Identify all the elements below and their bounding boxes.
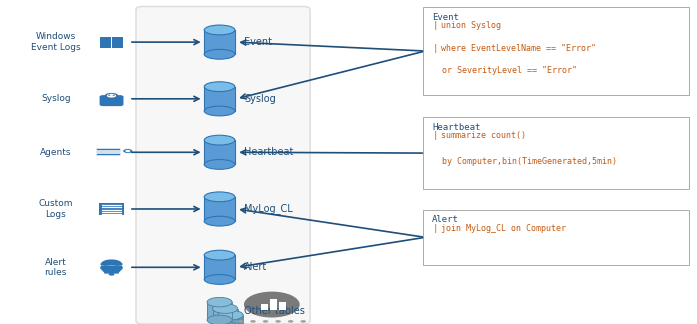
Text: Syslog: Syslog [244, 94, 276, 104]
FancyBboxPatch shape [112, 103, 118, 106]
Circle shape [109, 273, 114, 276]
Ellipse shape [204, 159, 235, 169]
Text: Heartbeat: Heartbeat [432, 123, 480, 132]
Text: Custom
Logs: Custom Logs [38, 199, 73, 219]
Text: by Computer,bin(TimeGenerated,5min): by Computer,bin(TimeGenerated,5min) [432, 157, 617, 166]
Ellipse shape [218, 310, 243, 320]
Text: |: | [432, 224, 438, 233]
Text: summarize count(): summarize count() [441, 131, 526, 140]
FancyBboxPatch shape [136, 6, 310, 324]
Circle shape [288, 320, 293, 323]
Circle shape [263, 320, 268, 323]
Text: |: | [432, 131, 438, 140]
Circle shape [244, 292, 300, 318]
Text: Alert: Alert [432, 215, 459, 224]
Circle shape [108, 95, 111, 96]
Text: |: | [432, 21, 438, 30]
FancyBboxPatch shape [270, 299, 277, 310]
FancyBboxPatch shape [204, 197, 235, 221]
Ellipse shape [204, 192, 235, 202]
Text: Event: Event [432, 13, 459, 22]
Ellipse shape [204, 216, 235, 226]
Circle shape [275, 320, 281, 323]
Text: or SeverityLevel == "Error": or SeverityLevel == "Error" [432, 66, 577, 75]
Circle shape [125, 150, 130, 152]
Ellipse shape [204, 274, 235, 284]
Ellipse shape [204, 135, 235, 145]
FancyBboxPatch shape [207, 302, 232, 320]
Ellipse shape [107, 94, 116, 98]
Text: Windows
Event Logs: Windows Event Logs [31, 32, 81, 52]
FancyBboxPatch shape [204, 255, 235, 279]
Ellipse shape [204, 106, 235, 116]
FancyBboxPatch shape [261, 304, 268, 310]
FancyBboxPatch shape [213, 308, 238, 324]
FancyBboxPatch shape [100, 95, 123, 106]
FancyBboxPatch shape [204, 87, 235, 111]
Text: where EventLevelName == "Error": where EventLevelName == "Error" [441, 44, 595, 53]
FancyBboxPatch shape [100, 42, 111, 48]
Circle shape [300, 320, 306, 323]
Ellipse shape [204, 82, 235, 92]
Ellipse shape [213, 304, 238, 313]
FancyBboxPatch shape [423, 117, 689, 189]
FancyBboxPatch shape [96, 151, 120, 153]
Text: join MyLog_CL on Computer: join MyLog_CL on Computer [441, 224, 565, 233]
FancyBboxPatch shape [112, 42, 123, 48]
FancyBboxPatch shape [423, 7, 689, 95]
Ellipse shape [207, 297, 232, 307]
Circle shape [112, 95, 115, 96]
Ellipse shape [204, 250, 235, 260]
FancyBboxPatch shape [204, 140, 235, 164]
FancyBboxPatch shape [423, 210, 689, 265]
FancyBboxPatch shape [99, 203, 124, 215]
FancyBboxPatch shape [96, 148, 120, 150]
Text: Event: Event [244, 37, 272, 47]
Ellipse shape [105, 93, 118, 98]
FancyBboxPatch shape [96, 153, 120, 155]
Circle shape [250, 320, 256, 323]
FancyBboxPatch shape [218, 315, 243, 324]
Text: Heartbeat: Heartbeat [244, 147, 293, 157]
FancyBboxPatch shape [105, 103, 112, 106]
Ellipse shape [204, 49, 235, 59]
Text: union Syslog: union Syslog [441, 21, 500, 30]
Text: Agents: Agents [40, 148, 72, 157]
FancyBboxPatch shape [279, 302, 286, 310]
Text: Alert
rules: Alert rules [45, 258, 67, 277]
Text: Syslog: Syslog [41, 94, 70, 103]
Ellipse shape [207, 315, 232, 324]
FancyBboxPatch shape [100, 37, 111, 42]
Polygon shape [100, 265, 123, 273]
Circle shape [122, 148, 125, 149]
Ellipse shape [204, 25, 235, 35]
Circle shape [122, 154, 125, 155]
Text: Alert: Alert [244, 262, 267, 272]
Text: Other tables: Other tables [244, 306, 305, 316]
Text: MyLog_CL: MyLog_CL [244, 203, 293, 214]
Circle shape [123, 149, 133, 153]
Circle shape [122, 151, 125, 152]
FancyBboxPatch shape [112, 37, 123, 42]
Circle shape [238, 320, 243, 323]
Ellipse shape [213, 322, 238, 324]
Text: |: | [432, 44, 438, 53]
FancyBboxPatch shape [204, 30, 235, 54]
